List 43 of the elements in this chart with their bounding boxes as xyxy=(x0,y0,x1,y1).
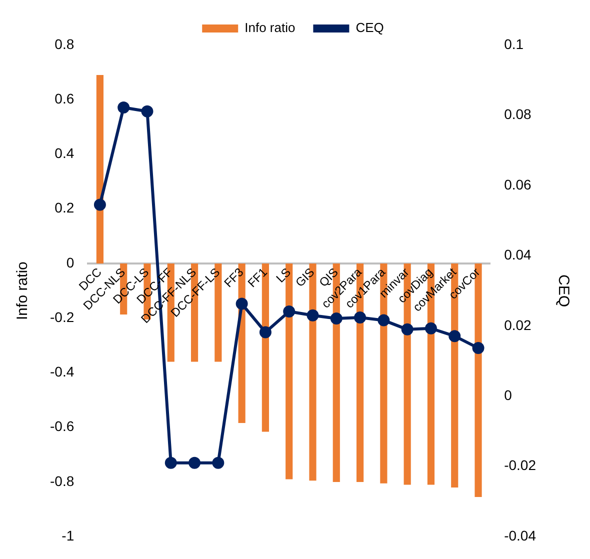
point xyxy=(188,456,201,469)
point xyxy=(283,306,296,318)
y-tick-label: -0.4 xyxy=(50,364,74,380)
x-tick-label: GIS xyxy=(292,265,318,290)
point xyxy=(401,323,414,336)
y-tick-label: 0.6 xyxy=(54,90,74,106)
y2-tick-label: 0.08 xyxy=(504,106,532,122)
point xyxy=(94,198,106,211)
x-tick-label: FF1 xyxy=(244,264,270,290)
x-tick-label: FF3 xyxy=(221,264,247,290)
y-tick-label: -1 xyxy=(62,527,74,544)
point xyxy=(424,322,437,334)
y2-tick-label: 0.02 xyxy=(504,316,532,333)
y-tick-label: 0 xyxy=(66,254,74,270)
point xyxy=(212,456,224,469)
y2-tick-label: -0.02 xyxy=(504,457,536,474)
point xyxy=(306,309,319,322)
y-tick-label: 0.8 xyxy=(54,36,74,52)
point xyxy=(118,102,130,114)
y-tick-label: 0.2 xyxy=(54,200,74,216)
y2-tick-label: 0.1 xyxy=(504,36,524,52)
point xyxy=(448,330,461,342)
y-tick-label: 0.4 xyxy=(54,145,74,162)
y2-tick-label: 0.06 xyxy=(504,176,532,192)
y-tick-label: -0.6 xyxy=(50,418,74,434)
y2-axis-title: CEQ xyxy=(554,274,572,308)
point xyxy=(259,326,272,338)
point xyxy=(378,314,390,326)
point xyxy=(354,311,366,324)
point xyxy=(164,456,177,469)
x-tick-label: LS xyxy=(273,265,294,286)
y-axis-title: Info ratio xyxy=(14,262,32,320)
point xyxy=(236,298,248,310)
legend-label: Info ratio xyxy=(244,20,296,36)
point xyxy=(330,312,342,325)
y-tick-label: -0.2 xyxy=(50,308,74,325)
point xyxy=(472,342,484,354)
y2-tick-label: 0.04 xyxy=(504,246,532,263)
legend-label: CEQ xyxy=(356,20,384,36)
y2-tick-label: 0 xyxy=(504,387,512,403)
y-tick-label: -0.8 xyxy=(50,472,74,489)
point xyxy=(141,105,154,118)
y2-tick-label: -0.04 xyxy=(504,527,536,544)
